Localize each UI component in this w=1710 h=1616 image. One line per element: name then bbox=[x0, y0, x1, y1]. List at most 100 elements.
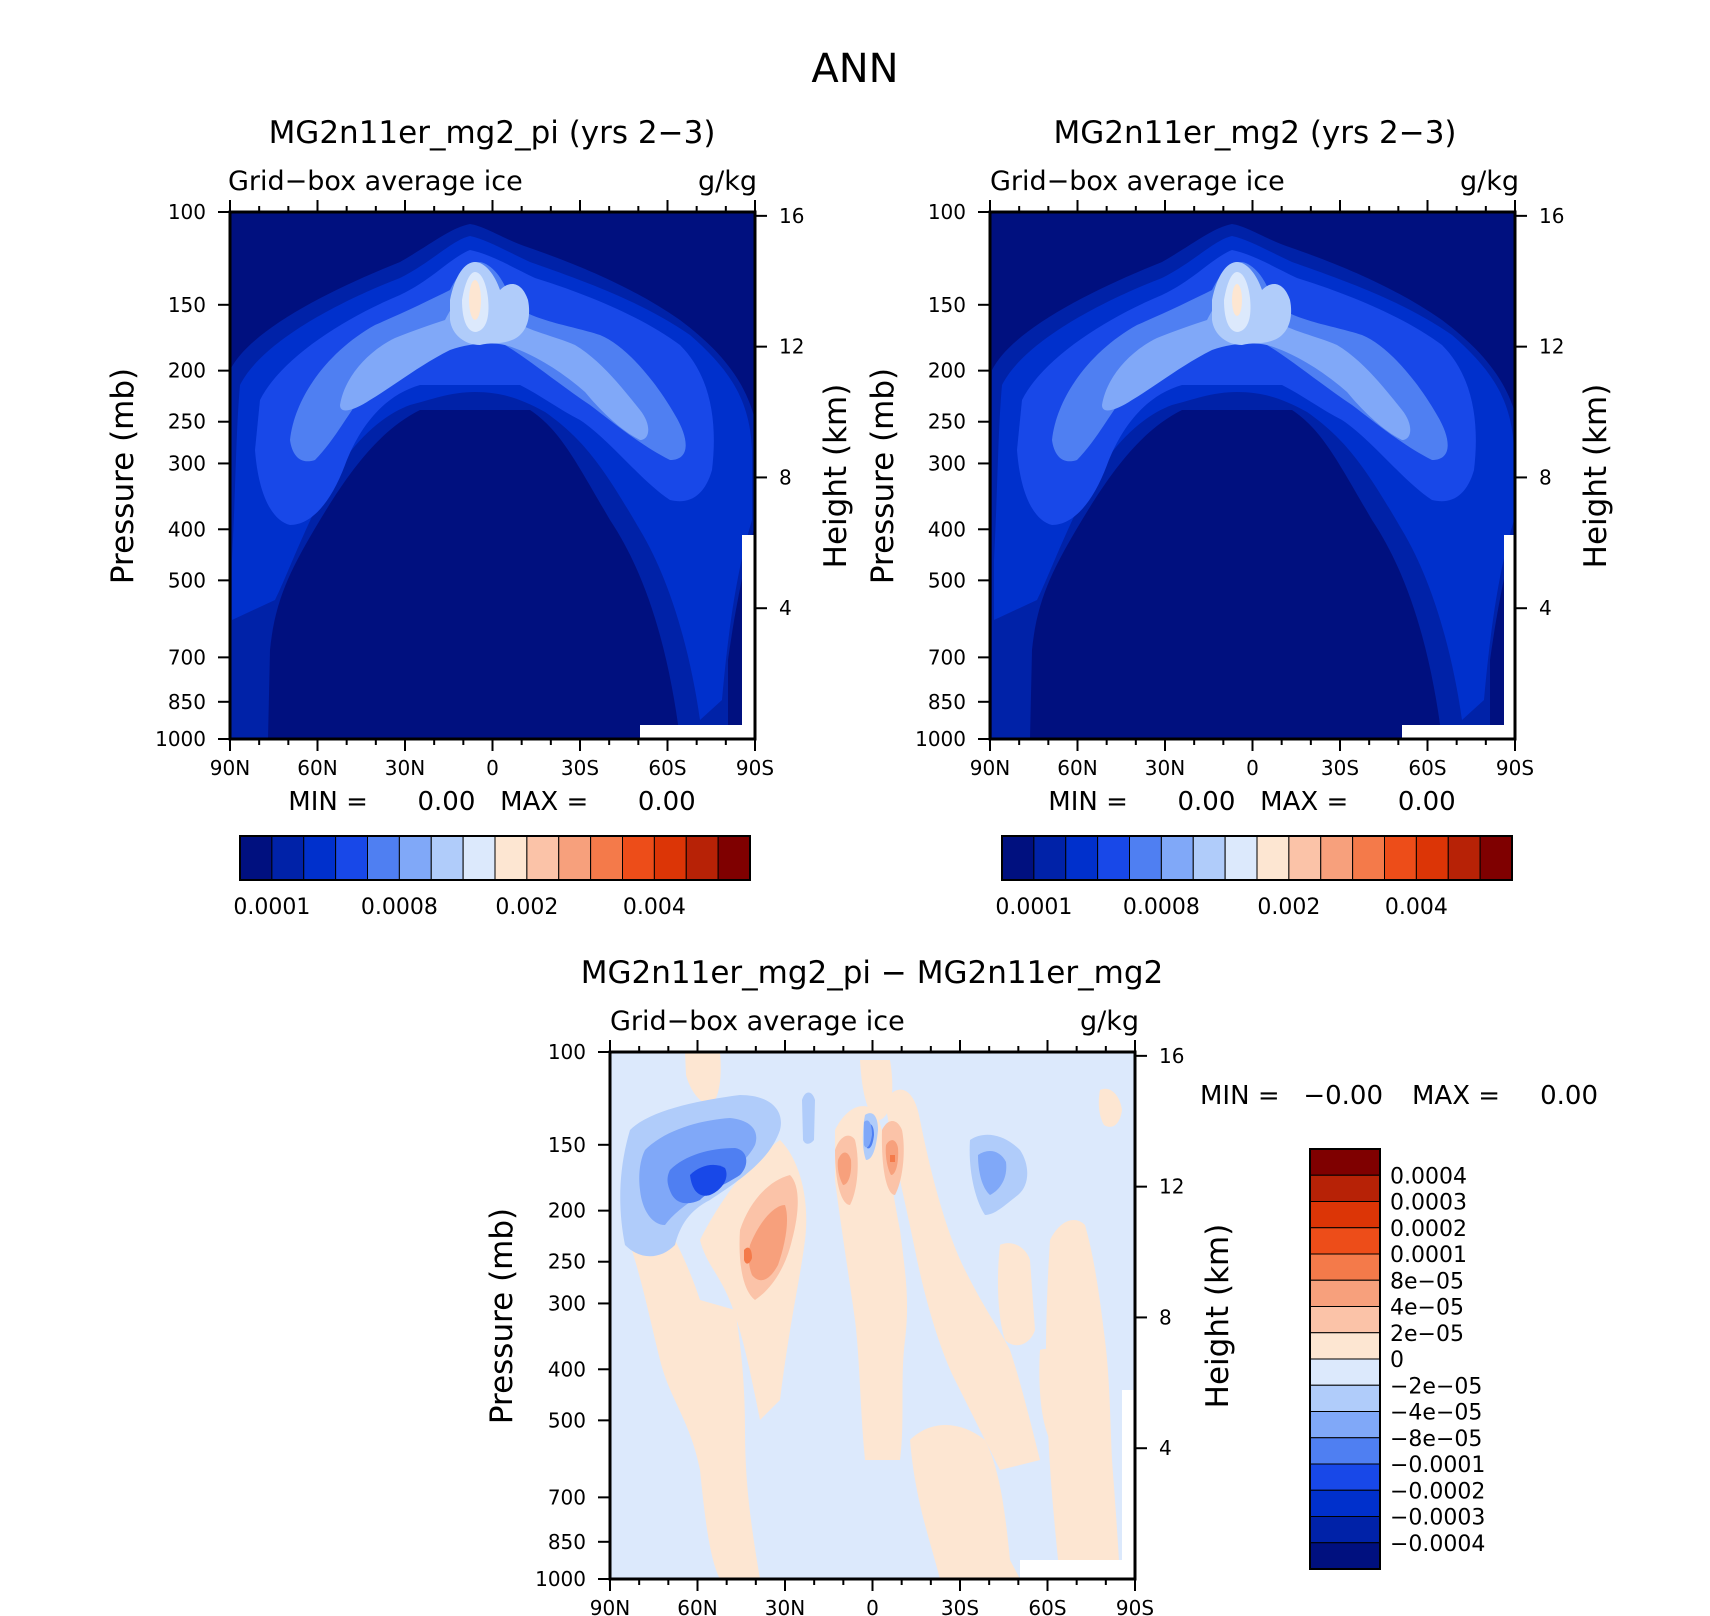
colorbar-swatch bbox=[1288, 835, 1322, 881]
height-tick-label: 8 bbox=[779, 465, 792, 489]
panel-2: MG2n11er_mg2 (yrs 2−3) Grid−box average … bbox=[865, 115, 1614, 920]
x-tick-label: 90S bbox=[1116, 1596, 1154, 1616]
x-tick-label: 60S bbox=[648, 756, 686, 780]
height-tick-label: 16 bbox=[779, 204, 804, 228]
y-tick-label: 100 bbox=[168, 200, 206, 224]
height-tick-label: 16 bbox=[1539, 204, 1564, 228]
panel-2-field bbox=[990, 212, 1515, 739]
colorbar-swatch bbox=[1033, 835, 1067, 881]
panel-3-ylabel-right: Height (km) bbox=[1200, 1224, 1236, 1409]
panel-3-units: g/kg bbox=[1080, 1006, 1139, 1037]
colorbar-frame bbox=[239, 835, 751, 881]
colorbar-swatch bbox=[1309, 1411, 1381, 1439]
x-tick-label: 30S bbox=[941, 1596, 979, 1616]
colorbar-swatch bbox=[1447, 835, 1481, 881]
missing-data-region bbox=[1402, 725, 1504, 739]
panel-2-colorbar: 0.0001 0.0008 0.002 0.004 bbox=[995, 835, 1513, 920]
colorbar-swatch bbox=[717, 835, 751, 881]
x-tick-label: 90N bbox=[590, 1596, 630, 1616]
diff-positive-region bbox=[1045, 1220, 1120, 1579]
x-tick-label: 30N bbox=[765, 1596, 805, 1616]
colorbar-swatch bbox=[271, 835, 305, 881]
colorbar-swatch bbox=[494, 835, 528, 881]
colorbar-swatch bbox=[1352, 835, 1385, 881]
height-tick-label: 12 bbox=[1159, 1175, 1184, 1199]
colorbar-swatch bbox=[1309, 1542, 1381, 1570]
diff-negative-region bbox=[690, 1164, 727, 1196]
contour-level-3 bbox=[1017, 250, 1476, 525]
panel-3-x-axis: 90N 60N 30N 0 30S 60S 90S bbox=[590, 1040, 1154, 1616]
colorbar-label: 4e−05 bbox=[1390, 1296, 1464, 1321]
y-tick-label: 200 bbox=[168, 359, 206, 383]
colorbar-swatch bbox=[1097, 835, 1130, 881]
panel-2-y-axis: 100 150 200 250 300 400 500 700 850 1000 16 12 8 4 bbox=[915, 200, 1564, 751]
y-tick-label: 400 bbox=[928, 517, 966, 541]
panel-1: MG2n11er_mg2_pi (yrs 2−3) Grid−box avera… bbox=[105, 115, 854, 920]
diff-positive-region bbox=[885, 1089, 1040, 1470]
main-title: ANN bbox=[811, 46, 898, 92]
y-tick-label: 1000 bbox=[915, 727, 966, 751]
panel-1-ylabel-left: Pressure (mb) bbox=[105, 368, 141, 584]
y-tick-label: 1000 bbox=[535, 1567, 586, 1591]
colorbar-frame bbox=[1001, 835, 1513, 881]
colorbar-swatch bbox=[1309, 1279, 1381, 1307]
colorbar-label: 0.004 bbox=[1385, 895, 1448, 920]
diff-positive-region bbox=[910, 1425, 1020, 1579]
colorbar-swatch bbox=[1309, 1227, 1381, 1255]
x-tick-label: 60S bbox=[1408, 756, 1446, 780]
y-tick-label: 500 bbox=[548, 1408, 586, 1432]
diff-positive-region bbox=[860, 1060, 893, 1120]
missing-data-region bbox=[1122, 1390, 1135, 1579]
colorbar-swatch bbox=[1309, 1174, 1381, 1202]
y-tick-label: 700 bbox=[168, 645, 206, 669]
colorbar-swatch bbox=[685, 835, 719, 881]
colorbar-swatch bbox=[398, 835, 432, 881]
panel-3-field-label: Grid−box average ice bbox=[610, 1006, 905, 1037]
colorbar-swatch bbox=[1224, 835, 1258, 881]
colorbar-swatch bbox=[1384, 835, 1417, 881]
y-tick-label: 400 bbox=[168, 517, 206, 541]
colorbar-swatch bbox=[526, 835, 560, 881]
panel-1-field-label: Grid−box average ice bbox=[228, 166, 523, 197]
panel-1-colorbar: 0.0001 0.0008 0.002 0.004 bbox=[233, 835, 751, 920]
colorbar-label: 8e−05 bbox=[1390, 1269, 1464, 1294]
colorbar-swatch bbox=[558, 835, 592, 881]
x-tick-label: 90S bbox=[736, 756, 774, 780]
height-tick-label: 4 bbox=[779, 596, 792, 620]
y-tick-label: 250 bbox=[928, 410, 966, 434]
y-tick-label: 250 bbox=[548, 1250, 586, 1274]
colorbar-label: 0.0001 bbox=[233, 895, 310, 920]
y-tick-label: 500 bbox=[168, 568, 206, 592]
panel-1-units: g/kg bbox=[698, 166, 757, 197]
missing-data-region bbox=[1020, 1560, 1122, 1579]
colorbar-swatch bbox=[1320, 835, 1354, 881]
colorbar-swatch bbox=[653, 835, 687, 881]
x-tick-label: 30S bbox=[561, 756, 599, 780]
missing-data-region bbox=[1504, 535, 1515, 739]
panel-3-max-label: MAX = bbox=[1412, 1081, 1500, 1111]
height-tick-label: 8 bbox=[1159, 1305, 1172, 1329]
y-tick-label: 200 bbox=[928, 359, 966, 383]
colorbar-swatch bbox=[590, 835, 623, 881]
panel-2-field-label: Grid−box average ice bbox=[990, 166, 1285, 197]
x-tick-label: 90N bbox=[970, 756, 1010, 780]
diff-positive-region bbox=[685, 1052, 721, 1105]
y-tick-label: 200 bbox=[548, 1199, 586, 1223]
colorbar-swatch bbox=[1160, 835, 1194, 881]
panel-2-x-axis: 90N 60N 30N 0 30S 60S 90S bbox=[970, 200, 1534, 780]
diff-positive-region bbox=[890, 1155, 895, 1162]
panel-3-field bbox=[610, 1052, 1135, 1579]
panel-1-x-axis: 90N 60N 30N 0 30S 60S 90S bbox=[210, 200, 774, 780]
panel-2-title: MG2n11er_mg2 (yrs 2−3) bbox=[1053, 115, 1456, 151]
colorbar-label: 0 bbox=[1390, 1348, 1404, 1373]
panel-1-contours bbox=[230, 212, 755, 739]
x-tick-label: 30S bbox=[1321, 756, 1359, 780]
x-tick-label: 30N bbox=[1145, 756, 1185, 780]
colorbar-swatch bbox=[1309, 1306, 1381, 1334]
panel-2-contours bbox=[990, 212, 1515, 739]
colorbar-swatch bbox=[430, 835, 464, 881]
colorbar-swatch bbox=[1309, 1384, 1381, 1412]
y-tick-label: 700 bbox=[928, 645, 966, 669]
y-tick-label: 850 bbox=[928, 690, 966, 714]
colorbar-swatch bbox=[303, 835, 337, 881]
